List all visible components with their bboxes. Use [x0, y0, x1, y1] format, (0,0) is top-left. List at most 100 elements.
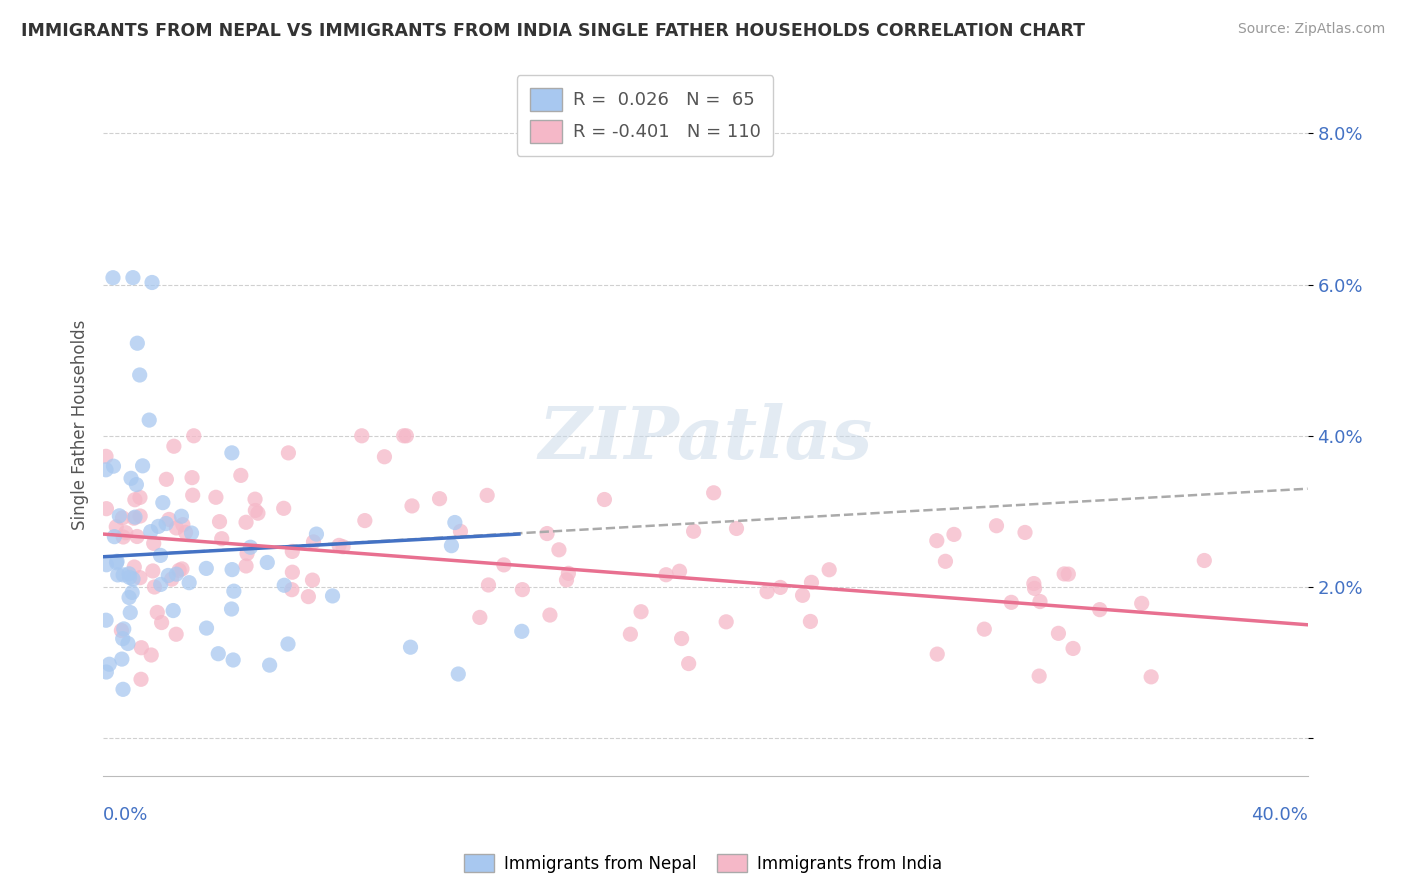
Point — [332, 540, 354, 554]
Point — [222, 653, 245, 667]
Point — [208, 515, 231, 529]
Point — [114, 525, 136, 540]
Point — [103, 530, 125, 544]
Point — [118, 591, 141, 605]
Point — [682, 524, 704, 539]
Point — [112, 567, 135, 582]
Point — [668, 564, 690, 578]
Point — [112, 682, 135, 697]
Point — [141, 276, 163, 290]
Point — [671, 632, 693, 646]
Point — [322, 589, 344, 603]
Point — [1057, 567, 1080, 582]
Point — [183, 429, 205, 443]
Point — [800, 575, 823, 590]
Point — [350, 429, 373, 443]
Point — [207, 647, 229, 661]
Point — [468, 610, 491, 624]
Point — [105, 519, 128, 533]
Point — [301, 573, 323, 587]
Point — [179, 575, 201, 590]
Point — [447, 667, 470, 681]
Point — [246, 506, 269, 520]
Point — [630, 605, 652, 619]
Point — [1194, 553, 1216, 567]
Point — [399, 640, 422, 655]
Point — [475, 488, 498, 502]
Point — [235, 558, 257, 573]
Point — [122, 572, 145, 586]
Point — [281, 544, 304, 558]
Point — [112, 530, 135, 544]
Point — [277, 446, 299, 460]
Text: Source: ZipAtlas.com: Source: ZipAtlas.com — [1237, 22, 1385, 37]
Point — [112, 622, 135, 636]
Point — [96, 558, 118, 572]
Point — [799, 615, 821, 629]
Point — [429, 491, 451, 506]
Point — [148, 519, 170, 533]
Point — [181, 488, 204, 502]
Point — [973, 622, 995, 636]
Point — [1028, 669, 1050, 683]
Point — [129, 571, 152, 585]
Point — [725, 521, 748, 535]
Text: 40.0%: 40.0% — [1251, 806, 1308, 824]
Point — [703, 485, 725, 500]
Point — [107, 567, 129, 582]
Point — [229, 468, 252, 483]
Point — [117, 636, 139, 650]
Point — [536, 526, 558, 541]
Point — [157, 512, 180, 526]
Point — [111, 652, 134, 666]
Point — [120, 606, 142, 620]
Point — [127, 336, 149, 351]
Point — [118, 570, 141, 584]
Point — [328, 538, 350, 552]
Point — [128, 368, 150, 382]
Point — [155, 472, 177, 486]
Point — [142, 536, 165, 550]
Point — [221, 446, 243, 460]
Point — [105, 556, 128, 570]
Legend: Immigrants from Nepal, Immigrants from India: Immigrants from Nepal, Immigrants from I… — [457, 847, 949, 880]
Point — [395, 429, 418, 443]
Point — [986, 518, 1008, 533]
Point — [149, 549, 172, 563]
Point — [105, 554, 128, 568]
Point — [170, 562, 193, 576]
Point — [181, 470, 204, 484]
Point — [373, 450, 395, 464]
Point — [678, 657, 700, 671]
Point — [96, 501, 118, 516]
Point — [125, 477, 148, 491]
Point — [239, 541, 262, 555]
Point — [163, 439, 186, 453]
Point — [444, 516, 467, 530]
Point — [1140, 670, 1163, 684]
Point — [162, 603, 184, 617]
Point — [440, 539, 463, 553]
Point — [155, 516, 177, 531]
Point — [110, 624, 132, 638]
Point — [392, 429, 415, 443]
Point — [769, 581, 792, 595]
Point — [124, 560, 146, 574]
Point — [1029, 594, 1052, 608]
Point — [273, 578, 295, 592]
Point — [1014, 525, 1036, 540]
Y-axis label: Single Father Households: Single Father Households — [72, 319, 89, 530]
Point — [297, 590, 319, 604]
Point — [235, 516, 257, 530]
Point — [125, 529, 148, 543]
Point — [934, 554, 956, 568]
Point — [129, 509, 152, 524]
Point — [131, 458, 153, 473]
Point — [111, 632, 134, 646]
Point — [129, 673, 152, 687]
Point — [305, 527, 328, 541]
Point — [150, 615, 173, 630]
Point — [818, 563, 841, 577]
Point — [925, 533, 948, 548]
Point — [98, 657, 121, 672]
